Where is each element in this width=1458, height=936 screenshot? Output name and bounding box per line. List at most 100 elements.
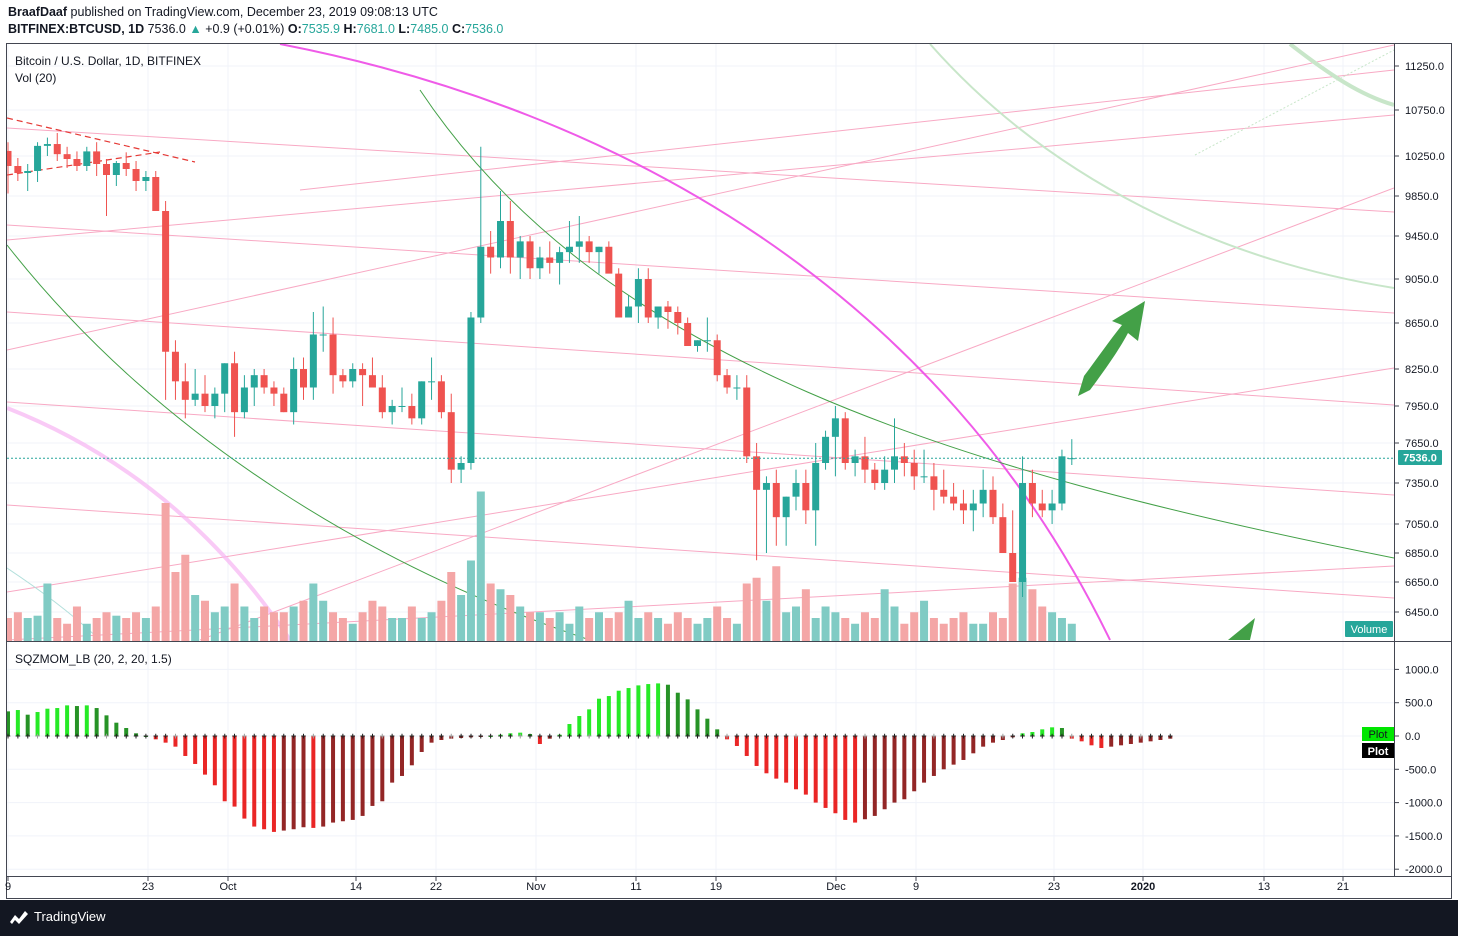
chart-frame[interactable] xyxy=(6,43,1452,899)
squeeze-cross: + xyxy=(15,731,20,741)
osc-tick-label: -500.0 xyxy=(1405,764,1436,776)
dashed-wedge xyxy=(7,117,196,176)
footer-brand[interactable]: TradingView xyxy=(34,909,106,924)
volume-bar xyxy=(634,618,643,641)
squeeze-cross: + xyxy=(784,731,789,741)
squeeze-cross: + xyxy=(94,731,99,741)
volume-bar xyxy=(181,554,190,641)
tradingview-logo-icon[interactable] xyxy=(8,908,30,928)
candle-body xyxy=(822,436,830,463)
main-series-legend[interactable]: Bitcoin / U.S. Dollar, 1D, BITFINEX xyxy=(15,54,202,68)
candle-body xyxy=(782,496,790,518)
indicator-legend[interactable]: SQZMOM_LB (20, 2, 20, 1.5) xyxy=(15,652,172,666)
momentum-bar xyxy=(1099,736,1104,748)
candle-body xyxy=(53,144,61,155)
price-tick-label: 9450.0 xyxy=(1405,231,1439,243)
squeeze-cross: + xyxy=(971,731,976,741)
volume-bar xyxy=(831,612,840,641)
symbol-name[interactable]: BITFINEX:BTCUSD, 1D xyxy=(8,22,145,36)
candle-body xyxy=(428,381,436,383)
price-tick-label: 7050.0 xyxy=(1405,519,1439,531)
volume-bar xyxy=(732,623,741,641)
momentum-bar xyxy=(1059,728,1064,736)
candle-body xyxy=(112,163,120,175)
candle-body xyxy=(398,406,406,407)
momentum-bar xyxy=(1089,736,1094,746)
squeeze-cross: + xyxy=(1148,731,1153,741)
squeeze-cross: + xyxy=(1099,731,1104,741)
candle-body xyxy=(634,279,642,307)
squeeze-cross: + xyxy=(301,731,306,741)
momentum-bar xyxy=(409,736,414,766)
volume-bar xyxy=(269,612,278,641)
squeeze-cross: + xyxy=(1089,731,1094,741)
volume-bar xyxy=(673,612,682,641)
volume-bar xyxy=(939,623,948,641)
momentum-bar xyxy=(912,736,917,792)
momentum-bar xyxy=(537,736,542,744)
squeeze-cross: + xyxy=(695,731,700,741)
candle-body xyxy=(290,369,298,413)
squeeze-cross: + xyxy=(803,731,808,741)
last-price: 7536.0 xyxy=(147,22,186,36)
volume-bar xyxy=(72,606,81,641)
momentum-bar xyxy=(390,736,395,783)
volume-bar xyxy=(309,583,318,641)
momentum-bar xyxy=(301,736,306,828)
squeeze-cross: + xyxy=(330,731,335,741)
magenta-arc-faint xyxy=(7,406,292,641)
volume-bar xyxy=(33,615,42,641)
momentum-bar xyxy=(242,736,247,819)
squeeze-cross: + xyxy=(153,731,158,741)
squeeze-cross: + xyxy=(518,731,523,741)
volume-bar xyxy=(545,618,554,641)
momentum-bar xyxy=(754,736,759,766)
candle-body xyxy=(7,150,12,166)
volume-bar xyxy=(427,612,436,641)
momentum-bar xyxy=(419,736,424,752)
momentum-bar xyxy=(597,698,601,736)
chart-canvas[interactable]: + + + + + + + + + + + + + + + + + + + + + + + + + + + + + + + + + + + + + + + +… xyxy=(0,0,1458,900)
momentum-bar xyxy=(291,736,296,830)
momentum-bar xyxy=(134,733,139,736)
candle-body xyxy=(487,246,495,258)
momentum-bar xyxy=(104,715,109,736)
momentum-bar xyxy=(528,734,533,736)
volume-bar xyxy=(230,583,239,641)
volume-legend[interactable]: Vol (20) xyxy=(15,71,57,85)
momentum-bar xyxy=(114,722,119,736)
momentum-bar xyxy=(193,736,198,764)
squeeze-cross: + xyxy=(458,731,463,741)
squeeze-cross: + xyxy=(84,731,89,741)
author-name[interactable]: BraafDaaf xyxy=(8,5,68,19)
momentum-bar xyxy=(744,736,749,756)
candle-body xyxy=(595,246,603,253)
volume-bar xyxy=(772,566,781,641)
volume-bar xyxy=(1067,623,1076,641)
volume-bar xyxy=(496,589,505,641)
candle-body xyxy=(437,381,445,413)
volume-bar xyxy=(348,623,357,641)
momentum-bar xyxy=(626,688,631,736)
time-tick-label: 9 xyxy=(913,881,919,893)
volume-bar xyxy=(851,623,860,641)
momentum-bar xyxy=(518,732,523,736)
volume-bar xyxy=(595,612,603,641)
volume-bar xyxy=(437,600,446,641)
squeeze-cross: + xyxy=(488,731,493,741)
time-tick-label: 21 xyxy=(1337,881,1349,893)
candle-body xyxy=(664,306,672,312)
volume-bar xyxy=(358,612,367,641)
squeeze-cross: + xyxy=(587,731,592,741)
squeeze-cross: + xyxy=(774,731,779,741)
momentum-bar xyxy=(1020,733,1025,736)
close-label: C: xyxy=(451,22,466,36)
candle-body xyxy=(497,221,504,258)
momentum-bar xyxy=(163,736,168,743)
squeeze-cross: + xyxy=(202,731,207,741)
squeeze-cross: + xyxy=(616,731,621,741)
price-tick-label: 9050.0 xyxy=(1405,274,1439,286)
candle-body xyxy=(132,169,140,181)
volume-bar xyxy=(53,618,62,641)
momentum-bar xyxy=(587,709,592,736)
